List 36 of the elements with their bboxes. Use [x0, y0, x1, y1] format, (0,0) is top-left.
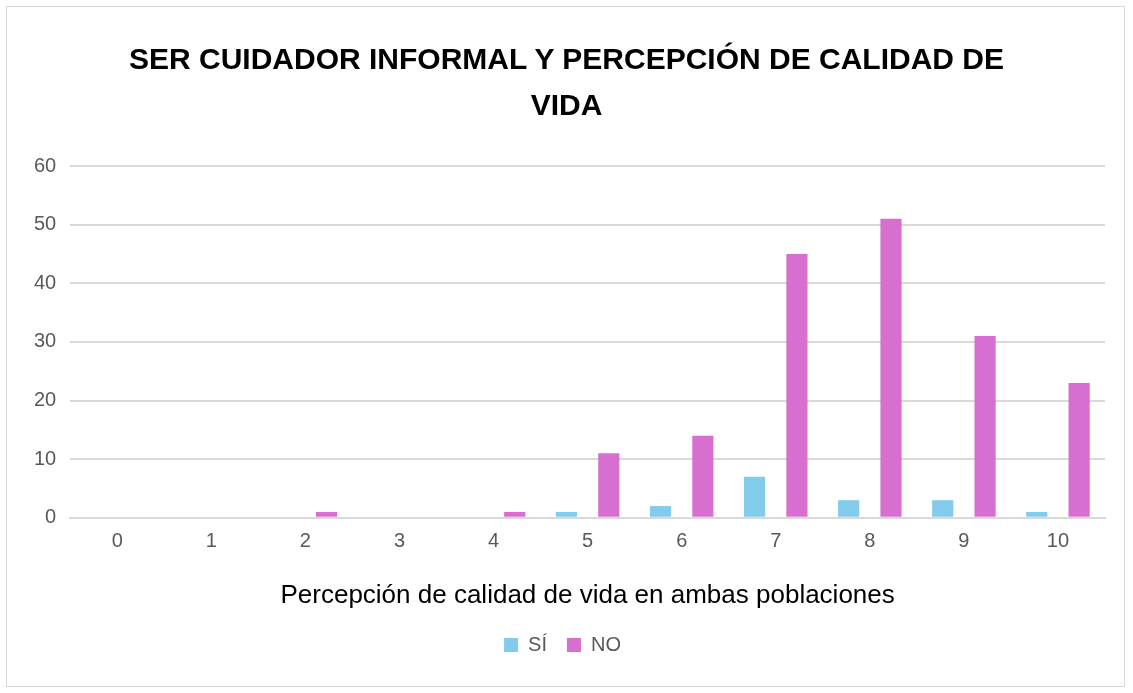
bar [504, 511, 526, 517]
bar [692, 435, 714, 517]
x-tick-label: 4 [487, 529, 500, 552]
x-tick-label: 8 [864, 529, 876, 552]
y-tick-label: 40 [34, 270, 57, 293]
legend-label: SÍ [528, 632, 548, 655]
x-tick-label: 7 [770, 529, 782, 552]
y-tick-label: 0 [45, 505, 57, 528]
bar [598, 453, 620, 517]
chart-title: SER CUIDADOR INFORMAL Y PERCEPCIÓN DE CALIDAD DE VIDA [127, 41, 1006, 123]
x-tick-label: 2 [299, 529, 311, 552]
bar [1026, 511, 1048, 517]
bar [932, 500, 954, 517]
bar [838, 500, 860, 517]
x-axis-title: Percepción de calidad de vida en ambas poblaciones [280, 578, 895, 609]
x-tick-label: 9 [958, 529, 970, 552]
bar [555, 511, 578, 517]
x-tick-label: 3 [393, 529, 406, 552]
y-tick-label: 60 [34, 153, 57, 176]
y-tick-label: 50 [34, 212, 57, 235]
y-tick-label: 10 [34, 446, 57, 469]
x-tick-label: 10 [1046, 529, 1070, 552]
x-tick-label: 1 [205, 529, 217, 552]
x-tick-label: 0 [111, 529, 123, 552]
legend-label: NO [590, 632, 621, 655]
bar [316, 511, 338, 517]
y-tick-label: 30 [34, 329, 57, 352]
x-tick-label: 6 [676, 529, 688, 552]
bar [786, 253, 808, 517]
y-tick-label: 20 [34, 388, 57, 411]
bar [1068, 382, 1090, 517]
bar [649, 506, 672, 517]
bar [880, 218, 902, 517]
x-tick-label: 5 [582, 529, 594, 552]
bar [744, 476, 766, 517]
bar [974, 336, 996, 517]
